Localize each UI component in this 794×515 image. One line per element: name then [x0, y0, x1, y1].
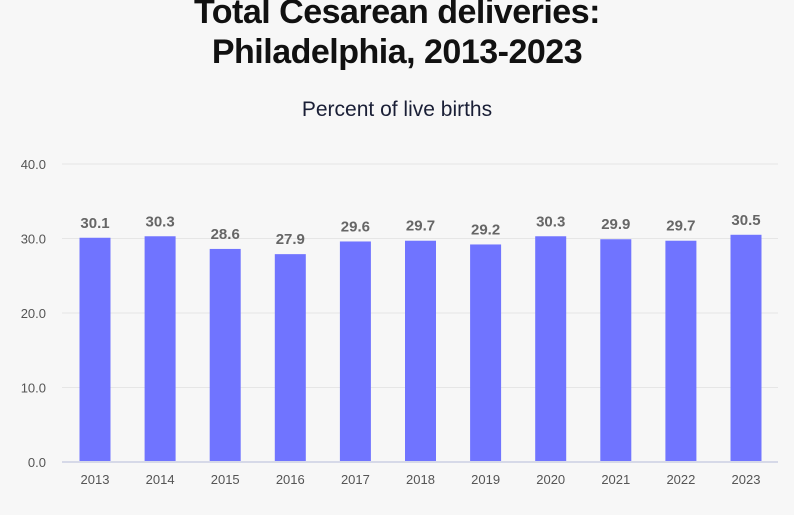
- y-tick-label: 40.0: [21, 157, 46, 172]
- bar: [600, 239, 632, 461]
- bar: [405, 240, 436, 461]
- x-tick-label: 2014: [146, 472, 175, 487]
- bar: [339, 241, 371, 461]
- bar: [535, 236, 567, 461]
- x-tick-label: 2019: [471, 472, 500, 487]
- chart-title-line-2: Philadelphia, 2013-2023: [211, 33, 583, 71]
- data-label: 30.3: [145, 213, 174, 230]
- y-tick-label: 20.0: [21, 306, 46, 321]
- data-label: 30.5: [731, 212, 760, 229]
- bar: [209, 248, 241, 461]
- bar: [665, 240, 697, 461]
- x-tick-label: 2017: [341, 472, 370, 487]
- bar: [470, 244, 502, 461]
- data-label: 29.9: [601, 216, 630, 233]
- data-label: 27.9: [276, 231, 305, 248]
- data-label: 29.6: [341, 218, 370, 235]
- bar: [79, 237, 111, 461]
- chart-title-line-1: Total Cesarean deliveries:: [194, 0, 600, 31]
- x-tick-label: 2016: [276, 472, 305, 487]
- x-tick-label: 2018: [406, 472, 435, 487]
- chart-subtitle: Percent of live births: [301, 98, 493, 121]
- data-label: 30.1: [80, 215, 109, 232]
- x-tick-label: 2021: [601, 472, 630, 487]
- chart-title: Total Cesarean deliveries: Philadelphia,…: [0, 0, 794, 72]
- bar: [730, 234, 762, 461]
- data-label: 29.2: [471, 221, 500, 238]
- x-tick-label: 2015: [211, 472, 240, 487]
- bar: [274, 254, 306, 461]
- data-label: 28.6: [211, 226, 240, 243]
- y-tick-label: 0.0: [28, 455, 46, 470]
- y-tick-label: 10.0: [21, 381, 46, 396]
- x-tick-label: 2022: [666, 472, 695, 487]
- data-label: 30.3: [536, 213, 565, 230]
- bar: [144, 236, 176, 461]
- x-tick-label: 2013: [81, 472, 110, 487]
- data-label: 29.7: [406, 218, 435, 235]
- x-tick-label: 2023: [732, 472, 761, 487]
- y-tick-label: 30.0: [21, 232, 46, 247]
- x-tick-label: 2020: [536, 472, 565, 487]
- data-label: 29.7: [666, 218, 695, 235]
